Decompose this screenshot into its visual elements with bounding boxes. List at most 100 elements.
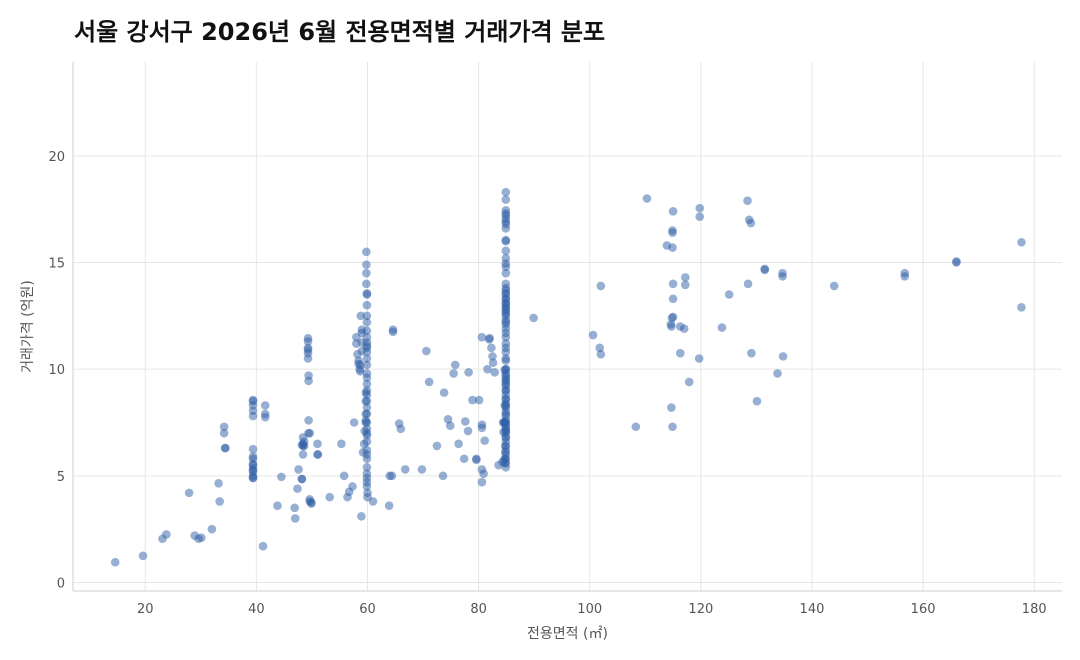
data-point <box>695 203 705 213</box>
data-point <box>667 322 676 331</box>
data-point <box>1017 303 1026 312</box>
data-point <box>501 328 511 338</box>
data-point <box>829 281 839 291</box>
data-point <box>362 430 372 440</box>
data-point <box>304 416 313 425</box>
data-point <box>479 469 488 478</box>
x-tick-label: 20 <box>137 602 154 617</box>
data-point <box>362 300 372 310</box>
data-point <box>362 437 372 446</box>
y-axis-title: 거래가격 (억원) <box>20 280 36 373</box>
data-point <box>368 497 378 506</box>
data-point <box>277 472 286 482</box>
data-point <box>362 482 372 491</box>
data-point <box>747 348 756 358</box>
data-point <box>362 279 371 289</box>
data-point <box>778 352 788 361</box>
data-point <box>474 395 484 405</box>
data-point <box>362 247 371 257</box>
data-point <box>952 258 961 267</box>
x-tick-label: 120 <box>688 602 713 617</box>
data-point <box>348 482 357 491</box>
data-point <box>501 347 511 357</box>
data-point <box>743 196 752 205</box>
data-point <box>501 262 511 272</box>
data-point <box>694 354 704 363</box>
data-point <box>668 243 677 252</box>
data-point <box>356 311 366 321</box>
data-point <box>207 524 217 534</box>
data-point <box>501 356 511 365</box>
x-tick-label: 160 <box>911 602 936 617</box>
data-point <box>752 396 762 406</box>
x-tick-label: 100 <box>577 602 602 617</box>
data-point <box>138 551 148 561</box>
data-point <box>400 465 410 474</box>
data-point <box>362 347 372 357</box>
data-point <box>595 343 605 353</box>
data-point <box>450 360 460 370</box>
data-point <box>477 423 487 433</box>
data-point <box>778 272 787 281</box>
y-tick-label: 5 <box>57 470 65 485</box>
data-point <box>355 366 365 376</box>
data-point <box>588 330 598 340</box>
data-point <box>362 317 372 327</box>
data-point <box>362 462 372 472</box>
data-point <box>488 352 497 361</box>
data-point <box>501 401 511 410</box>
data-point <box>501 285 511 295</box>
data-point <box>357 512 366 521</box>
data-point <box>501 424 511 434</box>
data-point <box>488 358 498 368</box>
data-point <box>424 377 434 387</box>
data-point <box>459 454 469 464</box>
data-point <box>362 390 372 400</box>
data-point <box>501 246 511 256</box>
data-point <box>529 313 538 323</box>
data-point <box>273 501 282 510</box>
x-tick-label: 140 <box>800 602 825 617</box>
data-point <box>501 409 511 419</box>
data-point <box>631 422 641 432</box>
data-point <box>293 484 302 493</box>
data-point <box>746 218 756 228</box>
data-point <box>396 424 406 434</box>
data-point <box>724 290 734 299</box>
data-point <box>362 326 372 336</box>
data-point <box>362 290 372 299</box>
grid-lines <box>73 62 1062 591</box>
data-point <box>596 281 606 291</box>
data-point <box>248 411 258 421</box>
data-point <box>675 348 685 358</box>
y-tick-label: 20 <box>48 150 65 165</box>
data-point <box>432 441 442 451</box>
x-tick-label: 60 <box>359 602 376 617</box>
data-point <box>642 194 652 203</box>
data-point <box>667 403 676 412</box>
data-point <box>438 471 448 481</box>
data-point <box>260 412 270 422</box>
data-point <box>362 396 372 406</box>
data-point <box>362 373 372 382</box>
data-point <box>219 422 229 432</box>
data-point <box>248 473 258 483</box>
data-point <box>1017 237 1026 247</box>
data-point <box>760 265 770 275</box>
data-point <box>487 343 496 353</box>
data-point <box>668 228 677 237</box>
data-point <box>501 195 511 204</box>
data-point <box>307 499 316 508</box>
data-point <box>219 428 229 438</box>
data-point <box>388 327 398 337</box>
data-point <box>339 471 349 481</box>
data-point <box>480 436 490 445</box>
data-point <box>362 454 372 464</box>
data-point <box>349 418 359 427</box>
data-point <box>297 474 307 484</box>
data-point <box>258 541 268 551</box>
data-point <box>490 368 500 377</box>
data-point <box>477 477 487 487</box>
